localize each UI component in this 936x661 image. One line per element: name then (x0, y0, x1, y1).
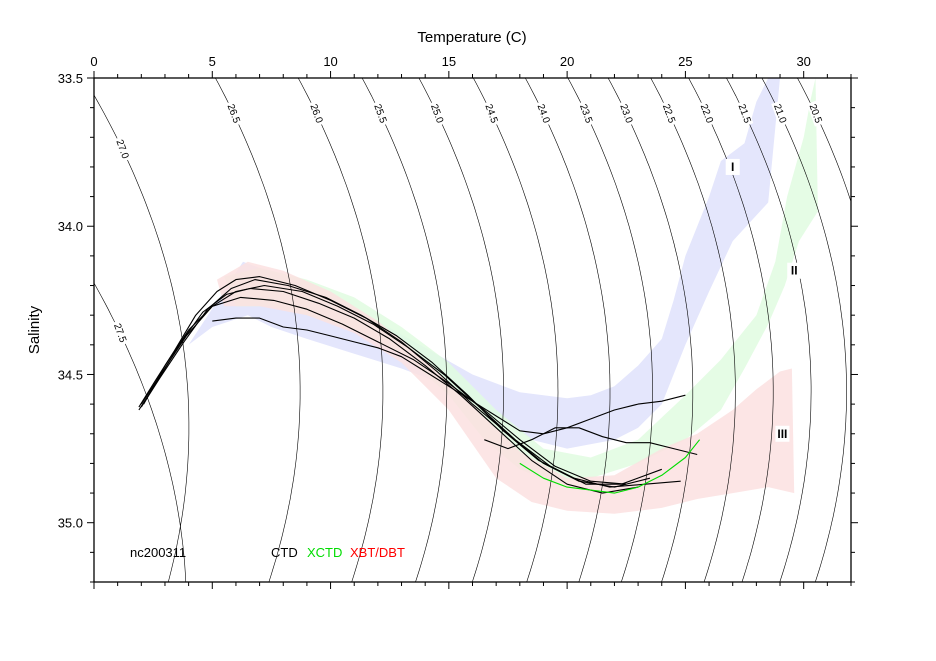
sigma-label-bg (577, 100, 595, 127)
sigma-contour-23.0 (607, 78, 694, 582)
sigma-contour-25.5 (361, 78, 448, 582)
y-tick-label: 34.0 (58, 219, 83, 234)
sigma-contour-24.0 (524, 78, 611, 582)
x-tick-label: 30 (796, 54, 810, 69)
legend: CTD XCTD XBT/DBT (271, 545, 405, 560)
x-tick-label: 5 (209, 54, 216, 69)
sigma-label-bg (806, 100, 825, 127)
x-axis-title: Temperature (C) (417, 29, 526, 46)
sigma-contour-24.5 (472, 78, 559, 582)
sigma-contour-20.5 (797, 78, 851, 582)
water-mass-regions (188, 78, 818, 514)
sigma-label-23.0: 23.0 (617, 103, 634, 125)
sigma-contour-26.5 (215, 78, 301, 582)
region-label-I: I (731, 160, 734, 174)
sigma-label-21.5: 21.5 (736, 103, 753, 125)
density-contours (94, 78, 851, 582)
sigma-contour-23.5 (567, 78, 653, 582)
legend-xctd: XCTD (307, 545, 342, 560)
sigma-contour-22.0 (688, 78, 774, 582)
x-tick-label: 25 (678, 54, 692, 69)
ctd-profile (484, 427, 698, 456)
sigma-label-27.0: 27.0 (113, 138, 130, 160)
sigma-label-22.0: 22.0 (698, 103, 715, 125)
sigma-label-24.5: 24.5 (482, 103, 499, 125)
region-label-III: III (777, 427, 787, 441)
sigma-contour-21.0 (761, 78, 847, 582)
sigma-label-bg (307, 100, 326, 127)
sigma-contour-22.5 (650, 78, 736, 582)
region-label-bg (725, 158, 740, 175)
sigma-label-bg (771, 100, 789, 127)
sigma-label-24.0: 24.0 (535, 103, 552, 125)
y-tick-label: 33.5 (58, 71, 83, 86)
region-label-II: II (791, 264, 798, 278)
xctd-profile (519, 439, 701, 494)
ctd-profile (212, 317, 686, 435)
sigma-contour-21.5 (726, 78, 812, 582)
sigma-contour-25.0 (418, 78, 504, 582)
x-tick-label: 20 (560, 54, 574, 69)
legend-xbt-dbt: XBT/DBT (350, 545, 405, 560)
y-tick-label: 34.5 (58, 367, 83, 382)
ctd-profile (143, 296, 627, 485)
cruise-id-label: nc200311 (130, 545, 186, 560)
sigma-label-22.5: 22.5 (660, 103, 677, 125)
sigma-label-bg (482, 100, 501, 127)
sigma-label-bg (371, 100, 390, 127)
x-tick-label: 10 (323, 54, 337, 69)
sigma-label-25.0: 25.0 (428, 103, 445, 125)
sigma-label-bg (660, 100, 678, 127)
sigma-label-26.0: 26.0 (307, 103, 324, 125)
x-tick-label: 0 (90, 54, 97, 69)
sigma-label-bg (113, 136, 132, 163)
legend-ctd: CTD (271, 545, 298, 560)
sigma-label-bg (735, 100, 754, 127)
sigma-label-bg (534, 100, 553, 127)
sigma-label-bg (111, 319, 129, 346)
sigma-contour-27.0 (94, 94, 190, 582)
region-label-bg (775, 425, 790, 442)
sigma-label-25.5: 25.5 (371, 103, 388, 125)
profiles (138, 276, 701, 494)
sigma-label-bg (697, 100, 716, 127)
y-tick-label: 35.0 (58, 516, 83, 531)
region-III (217, 261, 795, 514)
sigma-label-23.5: 23.5 (577, 103, 594, 125)
sigma-label-bg (617, 100, 636, 127)
sigma-label-26.5: 26.5 (225, 103, 242, 125)
y-axis-title: Salinity (26, 305, 43, 354)
sigma-label-bg (428, 100, 446, 127)
axes: 0 5 10 15 20 25 30 33.5 34.0 34.5 35.0 (58, 54, 858, 589)
region-label-bg (787, 262, 802, 279)
x-tick-label: 15 (442, 54, 456, 69)
sigma-label-27.5: 27.5 (111, 322, 128, 344)
sigma-label-bg (224, 100, 243, 127)
